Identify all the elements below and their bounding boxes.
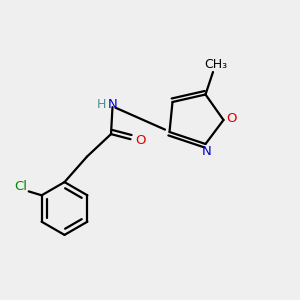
Text: N: N bbox=[202, 145, 212, 158]
Text: Cl: Cl bbox=[15, 180, 28, 193]
Text: O: O bbox=[135, 134, 146, 147]
Text: H: H bbox=[96, 98, 106, 111]
Text: CH₃: CH₃ bbox=[204, 58, 228, 71]
Text: O: O bbox=[227, 112, 237, 125]
Text: N: N bbox=[108, 98, 118, 111]
